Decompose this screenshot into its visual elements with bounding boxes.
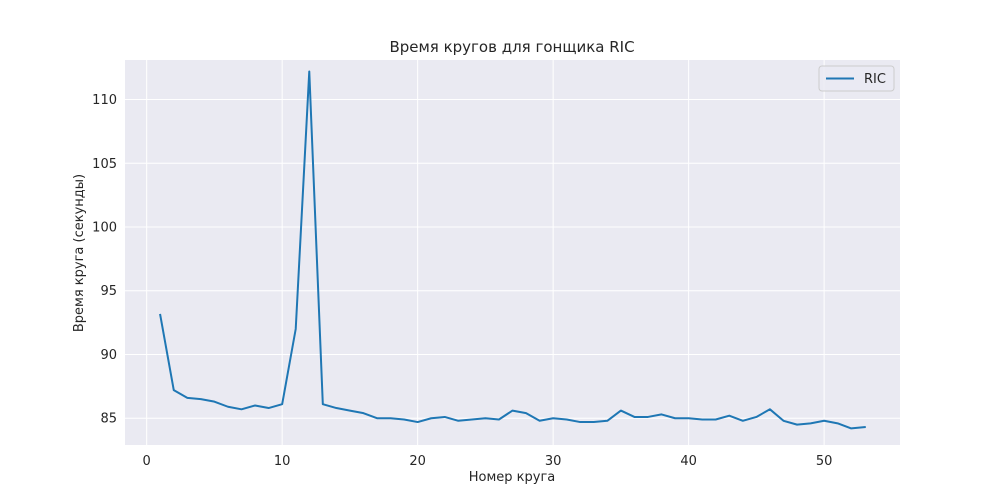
series-layer (159, 70, 866, 430)
chart-title: Время кругов для гонщика RIC (389, 38, 634, 56)
x-tick-labels: 0 10 20 30 40 50 (143, 454, 833, 469)
legend-box (818, 65, 895, 92)
y-tick-labels: 85 90 95 100 105 110 (92, 93, 117, 427)
legend: RIC (818, 65, 895, 92)
x-tick-label: 10 (274, 454, 291, 469)
x-gridlines (146, 60, 825, 445)
y-axis-label: Время круга (секунды) (72, 174, 87, 332)
x-tick-label: 40 (680, 454, 697, 469)
legend-label-ric: RIC (864, 72, 886, 87)
y-tick-label: 110 (92, 93, 117, 108)
plot-area (125, 60, 900, 445)
x-tick-label: 0 (143, 454, 151, 469)
x-tick-label: 50 (816, 454, 833, 469)
y-tick-label: 90 (100, 348, 117, 363)
x-axis-label: Номер круга (469, 470, 556, 485)
x-tick-label: 20 (409, 454, 426, 469)
y-tick-label: 105 (92, 157, 117, 172)
y-tick-label: 95 (100, 284, 117, 299)
series-line-ric (159, 70, 866, 430)
y-tick-label: 100 (92, 221, 117, 236)
y-tick-label: 85 (100, 412, 117, 427)
y-gridlines (125, 99, 900, 419)
x-tick-label: 30 (545, 454, 562, 469)
